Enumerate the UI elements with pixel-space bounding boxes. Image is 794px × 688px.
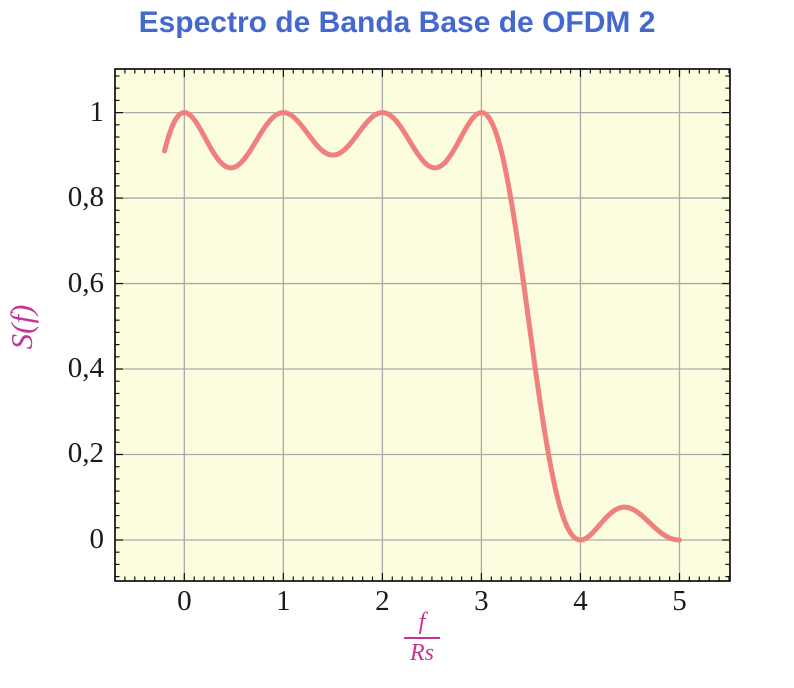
y-tick-label: 0,6 <box>67 266 104 299</box>
x-tick-label: 4 <box>573 585 588 617</box>
x-tick-label: 5 <box>672 585 687 617</box>
grid-lines <box>115 69 730 581</box>
spectrum-curve <box>162 110 682 543</box>
y-axis-label: S(f) <box>4 304 39 350</box>
y-tick-label: 0 <box>89 522 105 555</box>
axis-ticks <box>114 69 730 581</box>
y-tick-label: 0,8 <box>67 180 104 213</box>
x-axis-label: f Rs <box>404 609 440 667</box>
y-tick-label: 0,2 <box>67 437 104 470</box>
x-tick-label: 2 <box>375 585 390 617</box>
fraction-bar <box>404 637 440 640</box>
y-tick-label: 0,4 <box>67 351 104 384</box>
x-tick-label: 0 <box>177 585 192 617</box>
x-axis-label-numerator: f <box>418 609 426 635</box>
x-axis-label-denominator: Rs <box>410 640 434 667</box>
x-tick-label: 3 <box>474 585 489 617</box>
spectrum-curve-path <box>162 110 682 543</box>
x-tick-label: 1 <box>276 585 291 617</box>
y-tick-label: 1 <box>89 95 105 128</box>
chart-title: Espectro de Banda Base de OFDM 2 <box>138 6 656 39</box>
